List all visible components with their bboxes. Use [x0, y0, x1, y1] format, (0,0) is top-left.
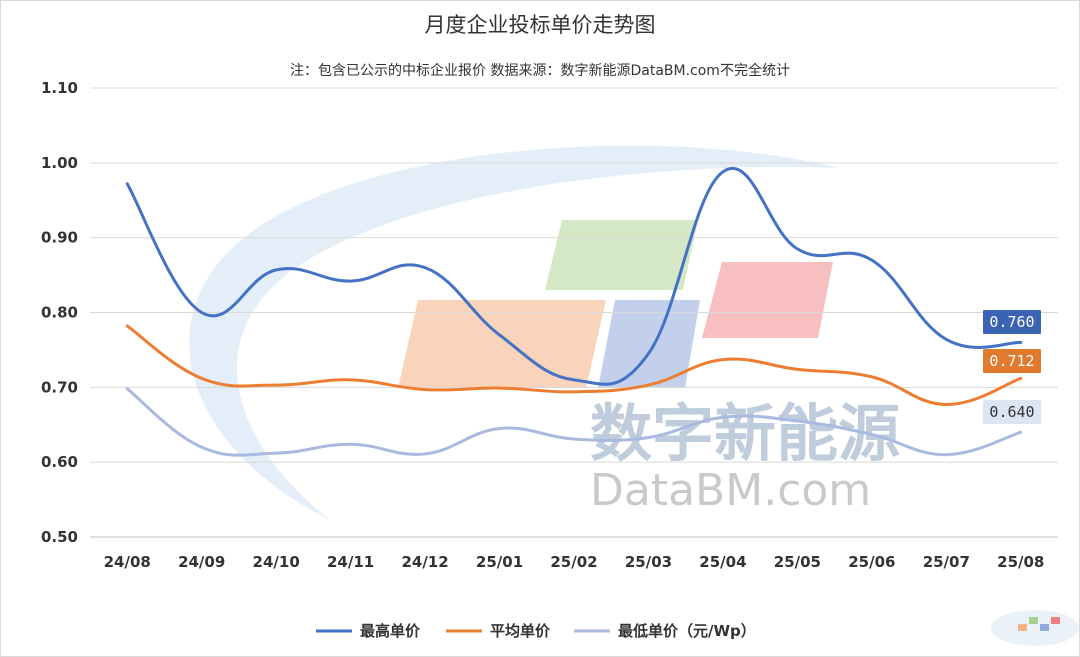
legend-label: 平均单价	[490, 622, 551, 640]
data-label-box	[983, 349, 1041, 373]
y-tick-label: 0.90	[41, 229, 78, 247]
y-tick-label: 0.60	[41, 453, 78, 471]
x-tick-label: 24/12	[401, 553, 448, 571]
series-line-1	[125, 324, 1023, 407]
x-tick-label: 25/04	[699, 553, 746, 571]
watermark-tile-red	[702, 262, 833, 338]
watermark-graphic: 数字新能源 DataBM.com	[189, 145, 900, 520]
data-label: 0.640	[989, 403, 1034, 421]
series-line-2	[125, 387, 1023, 457]
y-tick-label: 0.70	[41, 378, 78, 396]
watermark-tile-green	[545, 220, 698, 290]
y-tick-label: 1.10	[41, 79, 78, 97]
x-tick-label: 24/09	[178, 553, 225, 571]
x-tick-label: 25/03	[625, 553, 672, 571]
x-tick-label: 24/08	[104, 553, 151, 571]
legend-label: 最低单价（元/Wp）	[618, 622, 756, 640]
x-axis: 24/08 24/09 24/10 24/11 24/12 25/01 25/02 25/03…	[104, 553, 1045, 571]
watermark-tile-orange	[398, 300, 606, 388]
x-tick-label: 25/02	[550, 553, 597, 571]
watermark-en-text: DataBM.com	[590, 465, 871, 516]
watermark-tile-blue	[598, 300, 700, 388]
series-group	[125, 167, 1023, 457]
corner-logo	[991, 610, 1079, 646]
y-axis: 0.50 0.60 0.70 0.80 0.90 1.00 1.10	[41, 79, 78, 546]
data-label: 0.712	[989, 352, 1034, 370]
watermark-cn-text: 数字新能源	[590, 397, 900, 470]
x-tick-label: 25/01	[476, 553, 523, 571]
grid-lines	[90, 87, 1058, 538]
y-tick-label: 1.00	[41, 154, 78, 172]
y-tick-label: 0.80	[41, 304, 78, 322]
y-tick-label: 0.50	[41, 528, 78, 546]
x-tick-label: 25/07	[923, 553, 970, 571]
chart-subtitle: 注：包含已公示的中标企业报价 数据来源：数字新能源DataBM.com不完全统计	[290, 62, 790, 79]
x-tick-label: 25/06	[848, 553, 895, 571]
legend: 最高单价 平均单价 最低单价（元/Wp）	[316, 622, 756, 640]
series-line-0	[125, 167, 1023, 386]
data-label-box	[983, 310, 1041, 334]
data-label: 0.760	[989, 313, 1034, 331]
chart-title: 月度企业投标单价走势图	[425, 13, 656, 37]
data-label-box	[983, 400, 1041, 424]
x-tick-label: 24/11	[327, 553, 374, 571]
legend-label: 最高单价	[360, 622, 421, 640]
data-labels: 0.760 0.712 0.640	[983, 310, 1041, 424]
x-tick-label: 25/08	[997, 553, 1044, 571]
x-tick-label: 24/10	[253, 553, 300, 571]
x-tick-label: 25/05	[774, 553, 821, 571]
